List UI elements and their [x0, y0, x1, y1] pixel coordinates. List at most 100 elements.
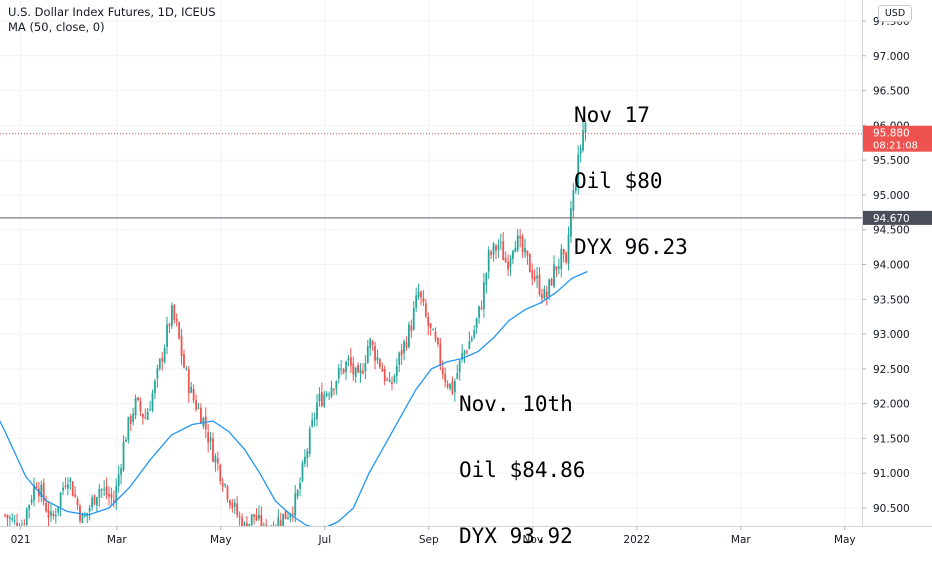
- candle-body: [521, 236, 524, 252]
- candle-body: [526, 250, 529, 256]
- candle-body: [202, 417, 205, 427]
- price-tick-label: 94.000: [873, 260, 910, 272]
- candle-body: [463, 350, 466, 355]
- price-axis-bg: [862, 0, 932, 550]
- candle-body: [54, 515, 57, 517]
- candle-body: [40, 484, 43, 498]
- candle-body: [335, 381, 338, 390]
- candle-body: [391, 382, 393, 385]
- candle-body: [429, 323, 432, 328]
- candle-body: [120, 468, 122, 475]
- candle-body: [347, 358, 350, 361]
- candle-body: [233, 502, 236, 507]
- candle-body: [173, 305, 176, 320]
- candle-body: [277, 517, 280, 528]
- candle-body: [183, 354, 185, 368]
- candle-body: [50, 511, 52, 516]
- candle-body: [219, 464, 222, 482]
- candle-body: [415, 295, 418, 308]
- candle-body: [115, 485, 118, 503]
- level-price-label-bg: [863, 210, 932, 225]
- candle-body: [366, 346, 369, 363]
- candle-body: [313, 417, 316, 419]
- candle-body: [509, 257, 512, 268]
- candle-body: [541, 294, 543, 299]
- candle-body: [154, 381, 156, 394]
- candle-body: [108, 493, 110, 497]
- candle-body: [212, 438, 214, 462]
- candle-body: [221, 482, 224, 487]
- candle-body: [216, 458, 219, 464]
- candle-body: [93, 495, 96, 505]
- candle-body: [567, 234, 570, 264]
- price-tick-label: 95.500: [873, 155, 910, 167]
- candle-body: [441, 367, 444, 375]
- candle-body: [333, 389, 335, 391]
- candle-body: [381, 368, 384, 372]
- candle-body: [308, 428, 311, 454]
- candle-body: [197, 407, 200, 409]
- grid-lines: [0, 0, 862, 526]
- candle-body: [446, 383, 449, 387]
- candle-body: [91, 497, 93, 508]
- candle-body: [393, 375, 396, 382]
- candle-body: [550, 278, 553, 286]
- candle-body: [507, 261, 509, 270]
- candle-body: [497, 244, 500, 249]
- candle-body: [562, 248, 565, 255]
- candle-body: [47, 509, 50, 518]
- candle-body: [200, 407, 202, 424]
- candle-body: [456, 373, 459, 379]
- candle-body: [422, 298, 425, 302]
- candle-body: [357, 364, 360, 373]
- chart-title: U.S. Dollar Index Futures, 1D, ICEUS: [8, 5, 216, 19]
- candle-body: [207, 432, 210, 443]
- candle-body: [492, 243, 495, 255]
- candle-body: [451, 380, 454, 394]
- candle-body: [52, 513, 55, 516]
- price-tick-label: 93.000: [873, 329, 910, 341]
- currency-button[interactable]: USD: [878, 5, 912, 22]
- candle-body: [134, 398, 137, 416]
- candle-body: [103, 488, 106, 490]
- candle-body: [417, 291, 420, 298]
- time-axis[interactable]: 021 Mar May Jul Sep Nov 2022 Mar May: [0, 526, 932, 550]
- candle-body: [76, 499, 79, 506]
- time-tick-label: May: [834, 534, 856, 546]
- candle-body: [231, 503, 234, 508]
- candle-body: [499, 241, 502, 243]
- candle-body: [403, 341, 405, 354]
- candle-body: [330, 387, 333, 397]
- ma-legend[interactable]: MA (50, close, 0): [8, 20, 105, 34]
- candle-body: [71, 481, 74, 497]
- candle-body: [502, 241, 505, 261]
- price-axis[interactable]: 90.500 91.000 91.500 92.000 92.500 93.000 93.5…: [862, 0, 932, 550]
- candle-body: [69, 479, 72, 482]
- candle-body: [13, 520, 16, 522]
- candle-body: [516, 235, 519, 251]
- price-chart[interactable]: 90.500 91.000 91.500 92.000 92.500 93.000 93.5…: [0, 0, 932, 550]
- candle-body: [241, 517, 243, 533]
- candle-body: [412, 307, 415, 330]
- last-price-label-bg: [863, 125, 932, 152]
- candle-body: [304, 456, 306, 464]
- candle-body: [98, 488, 101, 498]
- candle-body: [132, 413, 135, 422]
- candle-body: [258, 514, 260, 519]
- candle-body: [209, 437, 212, 442]
- candle-body: [473, 330, 476, 338]
- candle-body: [378, 359, 381, 368]
- candle-body: [214, 456, 217, 463]
- time-tick-label: 2022: [623, 534, 650, 546]
- candle-body: [96, 497, 98, 506]
- candle-body: [490, 251, 493, 255]
- candle-body: [287, 517, 289, 519]
- candle-body: [466, 351, 468, 353]
- candle-body: [584, 122, 587, 133]
- time-tick-label: Mar: [731, 534, 751, 546]
- candle-body: [461, 353, 464, 360]
- candle-body: [161, 357, 164, 362]
- candle-body: [504, 257, 507, 263]
- candle-body: [25, 508, 28, 525]
- candle-body: [289, 513, 292, 518]
